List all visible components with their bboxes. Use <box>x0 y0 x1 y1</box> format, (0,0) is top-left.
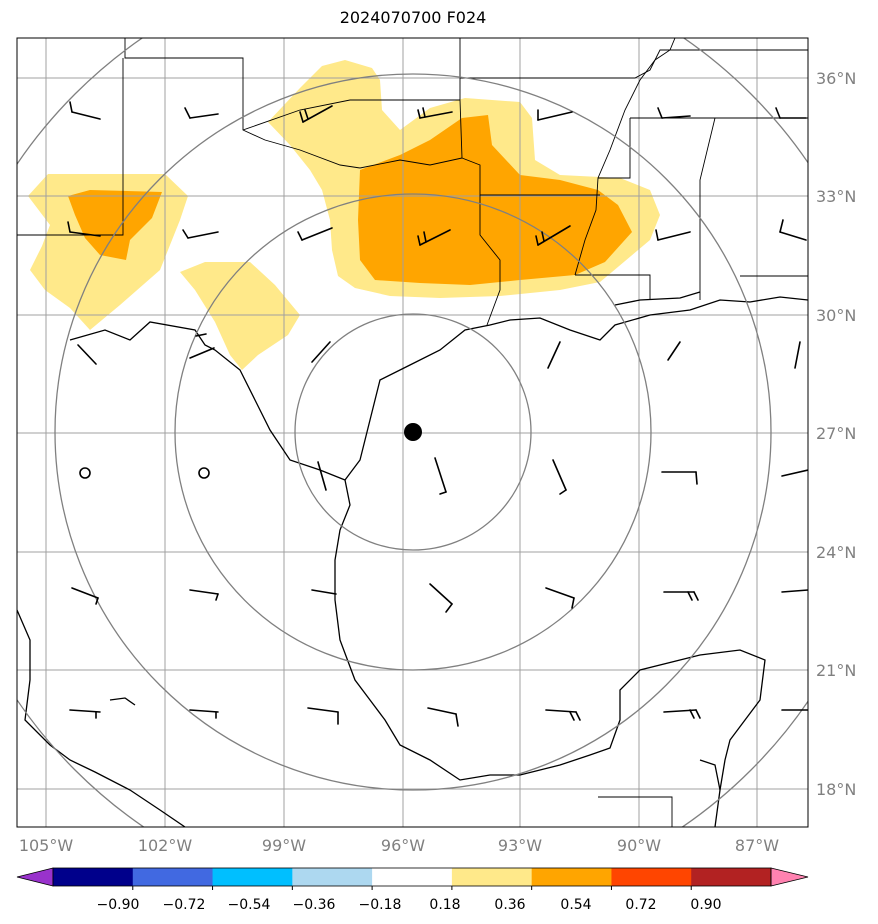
wind-barb <box>535 225 571 246</box>
wind-barb <box>667 341 681 361</box>
wind-barb <box>417 229 451 246</box>
lon-label: 102°W <box>138 836 193 855</box>
colorbar-swatch <box>372 868 453 886</box>
wind-barb <box>417 107 453 119</box>
lon-label: 105°W <box>19 836 74 855</box>
wind-barb <box>781 589 808 593</box>
field-light-south <box>180 262 300 370</box>
colorbar-frame <box>52 867 772 887</box>
wind-barb <box>545 709 581 721</box>
wind-barb <box>189 333 215 359</box>
wind-barb <box>552 459 567 495</box>
wind-barb <box>547 341 561 369</box>
wind-barb <box>297 227 333 241</box>
wind-barb <box>545 587 575 609</box>
calm-marker <box>198 467 210 479</box>
wind-barb <box>429 583 453 613</box>
wind-barb <box>77 344 97 365</box>
lat-label: 27°N <box>816 424 856 443</box>
wind-barb <box>775 107 807 119</box>
colorbar-extension-max <box>770 867 809 887</box>
lon-label: 87°W <box>735 836 779 855</box>
wind-barb <box>311 341 331 363</box>
colorbar-swatches <box>16 867 809 887</box>
wind-barb <box>779 219 807 241</box>
colorbar-swatch <box>292 868 373 886</box>
state-borders <box>17 38 808 827</box>
wind-barb <box>663 591 699 601</box>
lat-label: 30°N <box>816 306 856 325</box>
range-ring-2 <box>174 193 652 671</box>
wind-barb <box>427 707 459 727</box>
lat-label: 33°N <box>816 187 856 206</box>
longitude-labels: 105°W 102°W 99°W 96°W 93°W 90°W 87°W <box>19 836 779 855</box>
coastline <box>17 291 808 827</box>
wind-barb <box>69 709 101 719</box>
lon-label: 96°W <box>381 836 425 855</box>
wind-barb <box>311 589 337 595</box>
map-frame <box>16 37 809 828</box>
wind-barb <box>189 589 219 601</box>
lon-label: 99°W <box>262 836 306 855</box>
lat-label: 18°N <box>816 780 856 799</box>
wind-barbs <box>67 101 808 727</box>
wind-barb <box>67 221 101 237</box>
wind-barb <box>655 229 691 241</box>
graticule <box>17 38 808 827</box>
colorbar-swatch <box>53 868 134 886</box>
wind-barb <box>657 107 691 119</box>
wind-barb <box>299 105 333 123</box>
colorbar-tick-label: 0.54 <box>560 897 591 913</box>
wind-barb <box>661 471 698 485</box>
colorbar-tick-label: 0.72 <box>625 897 656 913</box>
lon-label: 90°W <box>617 836 661 855</box>
lat-label: 24°N <box>816 543 856 562</box>
colorbar-swatch <box>611 868 692 886</box>
colorbar-swatch <box>212 868 293 886</box>
wind-barb <box>307 707 339 725</box>
wind-barb <box>182 229 219 239</box>
latitude-labels: 36°N 33°N 30°N 27°N 24°N 21°N 18°N <box>816 69 856 799</box>
colorbar-tick-label: 0.90 <box>690 897 721 913</box>
wind-barb <box>184 107 219 119</box>
lat-label: 36°N <box>816 69 856 88</box>
colorbar-swatch <box>132 868 214 886</box>
colorbar-tick-labels: −0.90 −0.72 −0.54 −0.36 −0.18 0.18 0.36 … <box>97 897 722 913</box>
colorbar-tick-label: −0.54 <box>228 897 271 913</box>
colorbar-tick-label: 0.18 <box>429 897 460 913</box>
wind-barb <box>71 587 99 605</box>
wind-barb <box>434 457 447 495</box>
lat-label: 21°N <box>816 661 856 680</box>
range-ring-3 <box>54 73 772 791</box>
wind-barb <box>794 341 801 369</box>
map-title: 2024070700 F024 <box>339 8 487 27</box>
field-dark-west <box>68 190 162 260</box>
colorbar-tick-label: −0.18 <box>359 897 402 913</box>
colorbar-extension-min <box>16 867 54 887</box>
wind-barb <box>317 461 327 491</box>
colorbar-swatch <box>531 868 612 886</box>
wind-barb <box>663 709 701 719</box>
wind-barb <box>189 709 219 719</box>
wind-barb <box>537 109 573 121</box>
range-ring-1 <box>294 313 532 551</box>
colorbar-tick-label: −0.72 <box>163 897 206 913</box>
calm-marker <box>79 467 91 479</box>
colorbar-tick-marks <box>132 886 692 890</box>
wind-barb <box>781 469 808 477</box>
colorbar: −0.90 −0.72 −0.54 −0.36 −0.18 0.18 0.36 … <box>16 867 809 913</box>
center-marker <box>404 423 422 441</box>
colorbar-tick-label: −0.36 <box>293 897 336 913</box>
colorbar-swatch <box>691 868 772 886</box>
colorbar-tick-label: −0.90 <box>97 897 140 913</box>
shaded-field <box>28 60 660 370</box>
wind-barb <box>69 101 101 120</box>
colorbar-swatch <box>451 868 533 886</box>
colorbar-tick-label: 0.36 <box>494 897 525 913</box>
lon-label: 93°W <box>498 836 542 855</box>
